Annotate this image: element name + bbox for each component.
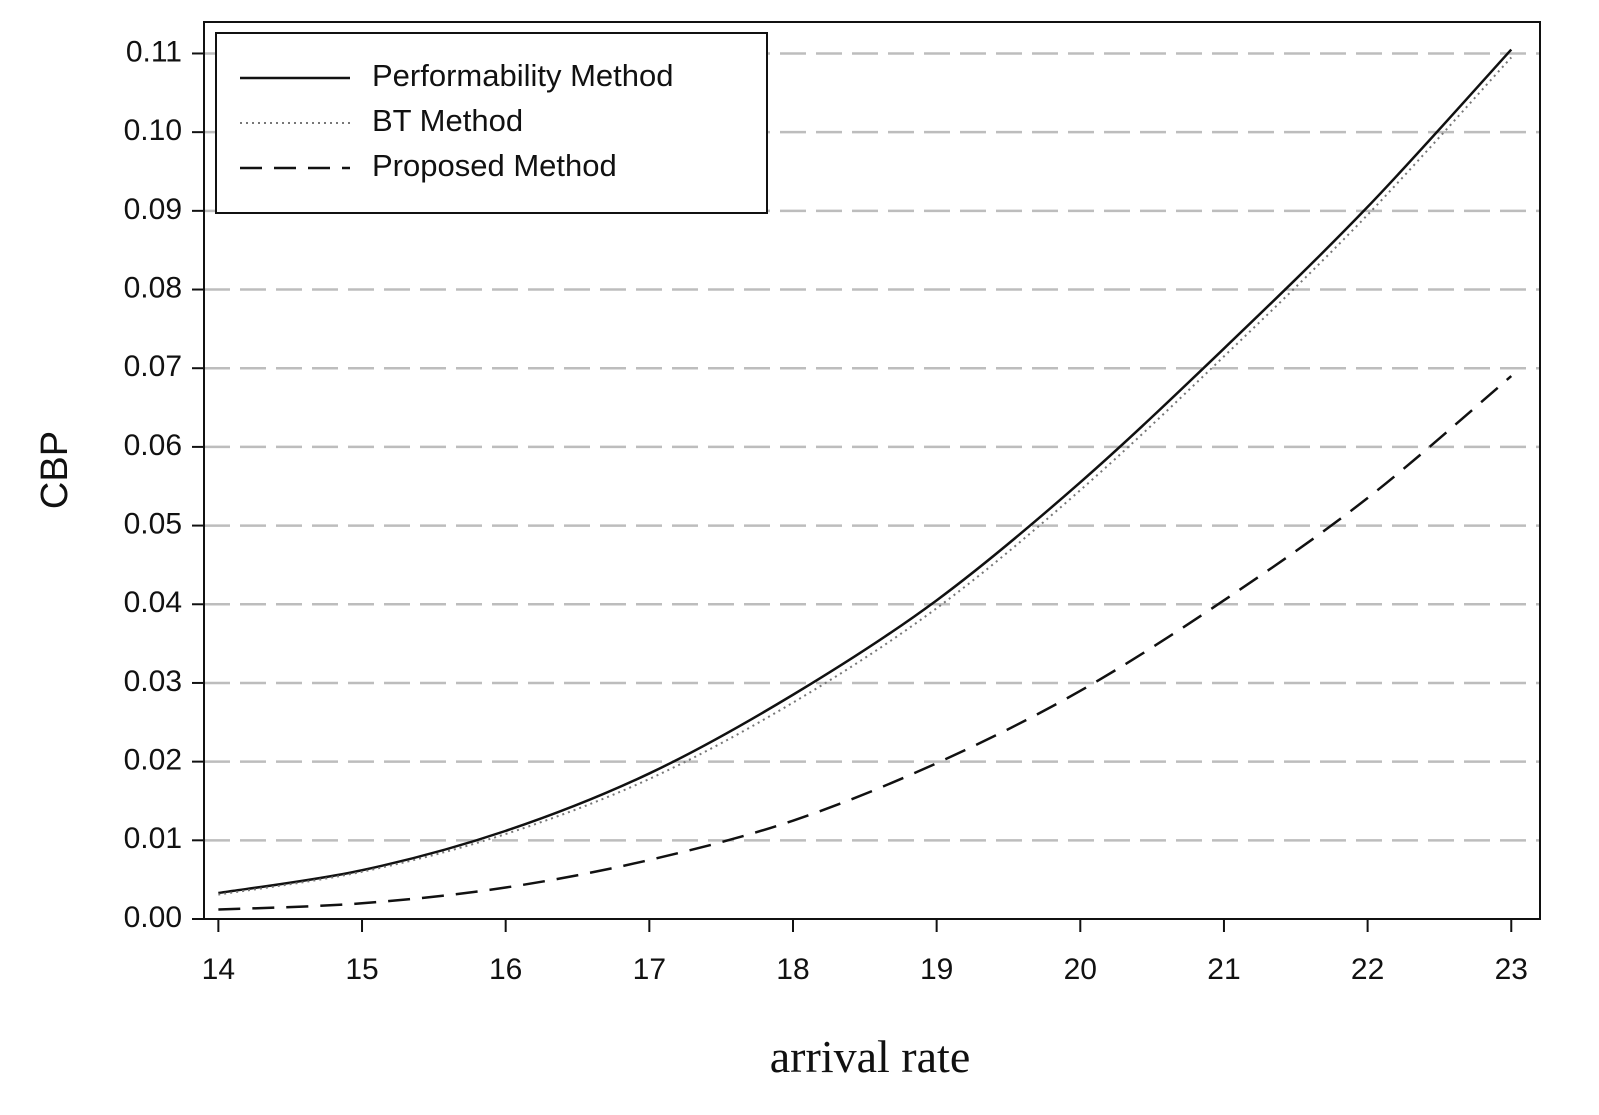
x-tick-label: 16 <box>489 953 522 986</box>
y-tick-label: 0.02 <box>124 744 182 777</box>
legend-label-proposed-method: Proposed Method <box>372 148 617 183</box>
y-tick-label: 0.08 <box>124 271 182 304</box>
plot-frame <box>203 21 1541 920</box>
y-tick-label: 0.11 <box>126 35 182 68</box>
x-tick-label: 15 <box>345 953 378 986</box>
y-axis-label: CBP <box>34 431 76 509</box>
legend-label-performability-method: Performability Method <box>372 58 674 93</box>
x-tick-label: 14 <box>202 953 235 986</box>
x-tick-label: 23 <box>1495 953 1528 986</box>
y-tick-label: 0.09 <box>124 193 182 226</box>
legend-label-bt-method: BT Method <box>372 103 523 138</box>
x-tick-label: 20 <box>1064 953 1097 986</box>
y-tick-label: 0.04 <box>124 586 182 619</box>
series-line-performability-method <box>218 48 1513 895</box>
x-tick-label: 18 <box>776 953 809 986</box>
y-tick-label: 0.01 <box>124 822 182 855</box>
axis-ticks: 0.00 0.01 0.02 0.03 0.04 0.05 0.06 0.07 0.08 0.09… <box>124 35 1528 986</box>
y-tick-label: 0.05 <box>124 508 182 541</box>
y-tick-label: 0.03 <box>124 665 182 698</box>
series-line-proposed-method <box>218 375 1513 911</box>
y-tick-label: 0.00 <box>124 901 182 934</box>
series-line-bt-method <box>218 56 1513 896</box>
x-tick-label: 21 <box>1207 953 1240 986</box>
y-tick-label: 0.06 <box>124 429 182 462</box>
y-tick-label: 0.07 <box>124 350 182 383</box>
x-axis-label: arrival rate <box>770 1031 970 1082</box>
series-lines <box>218 48 1513 911</box>
data-point-proposed-method <box>647 858 651 862</box>
x-tick-label: 17 <box>633 953 666 986</box>
x-tick-label: 19 <box>920 953 953 986</box>
data-point-bt-method <box>647 777 651 781</box>
legend: Performability Method BT Method Proposed M… <box>215 32 768 214</box>
x-tick-label: 22 <box>1351 953 1384 986</box>
y-tick-label: 0.10 <box>124 114 182 147</box>
